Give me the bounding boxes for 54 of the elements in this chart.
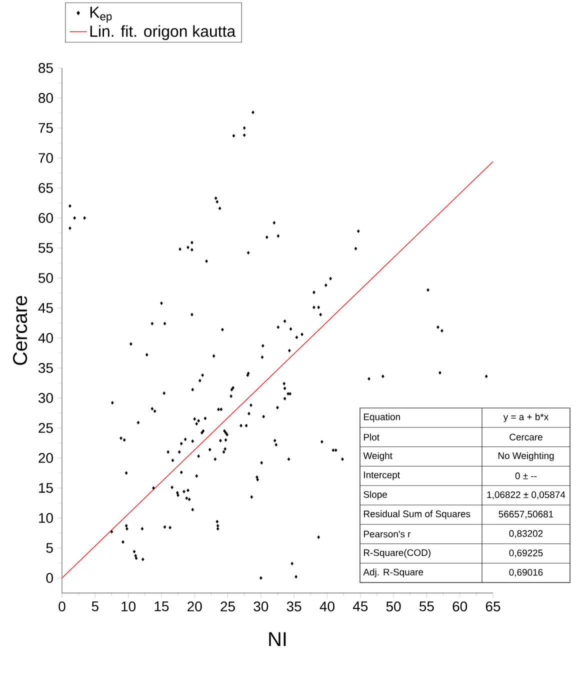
text: y = a + b*x [503,413,549,422]
y-tick-label: 20 [38,453,53,463]
y-tick-label: 75 [38,123,53,133]
y-tick-label: 15 [39,483,53,493]
legend-label: Lin. fit. origon kautta [90,25,236,40]
y-tick-label: 80 [38,93,53,103]
y-tick-label: 5 [46,543,53,553]
y-tick-label: 55 [38,243,53,253]
x-tick-label: 20 [188,602,202,612]
y-tick-label: 40 [38,333,53,343]
text: No Weighting [498,452,554,461]
y-tick-label: 85 [38,63,53,73]
x-tick-label: 45 [352,602,368,612]
annotation: 1,06822 ± 0,05874 [487,491,566,500]
y-tick-label: 25 [38,423,53,433]
x-tick-label: 10 [122,602,136,612]
text: 0,69016 [509,568,543,577]
text: 0 ± -- [515,472,537,480]
y-tick-label: 30 [38,393,53,403]
y-tick-label: 60 [38,213,53,223]
x-tick-label: 35 [286,602,302,612]
y-tick-label: 35 [38,363,53,373]
annotation: Adj. R-Square [363,568,424,578]
x-tick-label: 65 [486,602,500,612]
x-tick-label: 40 [320,602,334,612]
x-axis-title: NI [269,632,286,646]
x-tick-label: 55 [419,602,434,612]
y-tick-label: 45 [38,303,53,313]
text: 56657,50681 [498,510,554,519]
annotation: R-Square(COD) [364,549,430,558]
x-tick-label: 50 [386,602,401,612]
x-tick-label: 25 [220,602,235,612]
y-tick-label: 10 [39,513,53,523]
x-tick-label: 0 [58,602,66,612]
x-tick-label: 60 [452,602,468,612]
text: 0,69225 [509,550,543,558]
y-tick-label: 0 [46,573,53,583]
x-tick-label: 30 [254,602,268,612]
annotation: Plot [364,434,380,441]
annotation: Weight [363,452,392,461]
annotation: Slope [364,490,387,500]
annotation: Intercept [364,472,400,480]
annotation: Residual Sum of Squares [364,510,470,520]
y-tick-label: 65 [38,183,53,193]
x-tick-label: 5 [92,602,98,612]
annotation: Equation [364,413,400,422]
y-tick-label: 50 [38,273,53,283]
y-axis-title: Cercare [13,296,28,365]
text: Cercare [510,434,542,440]
annotation: Pearson's r [364,530,411,538]
legend-label: K$_{ep}$ [90,6,112,23]
text: 0,83202 [509,530,543,538]
x-tick-label: 15 [154,602,169,612]
y-tick-label: 70 [38,153,53,163]
